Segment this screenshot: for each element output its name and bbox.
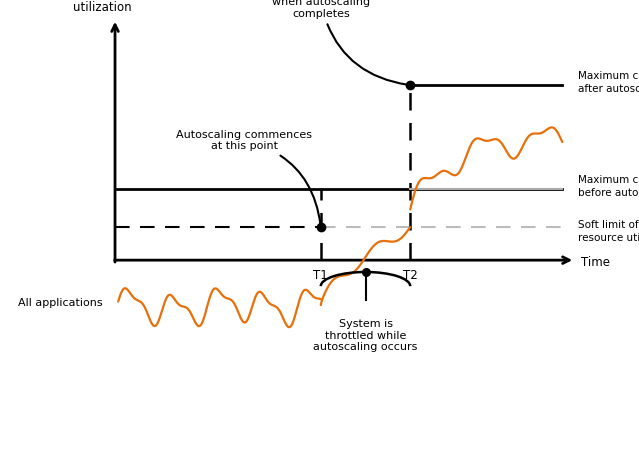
Text: Resource
utilization: Resource utilization bbox=[73, 0, 132, 14]
Text: Time: Time bbox=[581, 256, 610, 269]
Text: Maximum capacity
after autoscaling: Maximum capacity after autoscaling bbox=[578, 71, 639, 95]
Text: T2: T2 bbox=[403, 269, 418, 281]
Text: Maximum capacity
before autoscaling: Maximum capacity before autoscaling bbox=[578, 175, 639, 199]
Text: All applications: All applications bbox=[18, 298, 102, 308]
Text: Soft limit of
resource utilization: Soft limit of resource utilization bbox=[578, 220, 639, 244]
Text: Autoscaling commences
at this point: Autoscaling commences at this point bbox=[176, 130, 320, 224]
Text: T1: T1 bbox=[313, 269, 328, 281]
Text: Throttling is relaxed
when autoscaling
completes: Throttling is relaxed when autoscaling c… bbox=[265, 0, 408, 85]
Text: System is
throttled while
autoscaling occurs: System is throttled while autoscaling oc… bbox=[313, 319, 418, 352]
